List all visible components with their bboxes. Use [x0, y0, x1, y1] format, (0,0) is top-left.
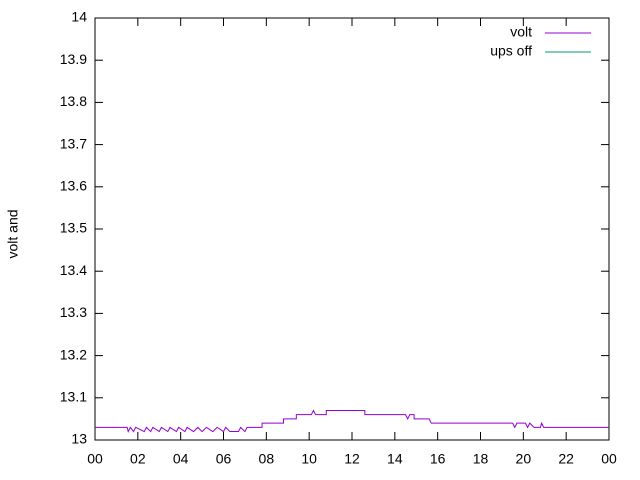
- x-tick-label: 22: [558, 451, 574, 467]
- legend-label: volt: [510, 24, 532, 40]
- line-series: [95, 409, 609, 433]
- y-tick-label: 13.7: [60, 135, 87, 151]
- x-tick-label: 16: [430, 451, 446, 467]
- y-tick-label: 13.2: [60, 346, 87, 362]
- x-tick-label: 20: [516, 451, 532, 467]
- y-tick-label: 13.5: [60, 220, 87, 236]
- legend-label: ups off: [490, 43, 532, 59]
- y-tick-label: 13.9: [60, 51, 87, 67]
- y-tick-label: 13.4: [60, 262, 87, 278]
- x-tick-label: 00: [87, 451, 103, 467]
- y-axis-label: volt and: [5, 209, 21, 258]
- y-tick-label: 13.8: [60, 93, 87, 109]
- plot-frame: [94, 17, 610, 441]
- y-tick-label: 13: [71, 431, 87, 447]
- x-tick-label: 12: [344, 451, 360, 467]
- x-tick-label: 10: [301, 451, 317, 467]
- y-tick-label: 13.3: [60, 304, 87, 320]
- x-tick-label: 18: [473, 451, 489, 467]
- y-tick-label: 13.1: [60, 389, 87, 405]
- x-tick-label: 14: [387, 451, 403, 467]
- x-tick-label: 02: [130, 451, 146, 467]
- y-tick-label: 13.6: [60, 178, 87, 194]
- y-tick-label: 14: [71, 9, 87, 25]
- x-tick-label: 04: [173, 451, 189, 467]
- x-tick-label: 06: [216, 451, 232, 467]
- x-tick-label: 08: [259, 451, 275, 467]
- x-tick-label: 00: [601, 451, 617, 467]
